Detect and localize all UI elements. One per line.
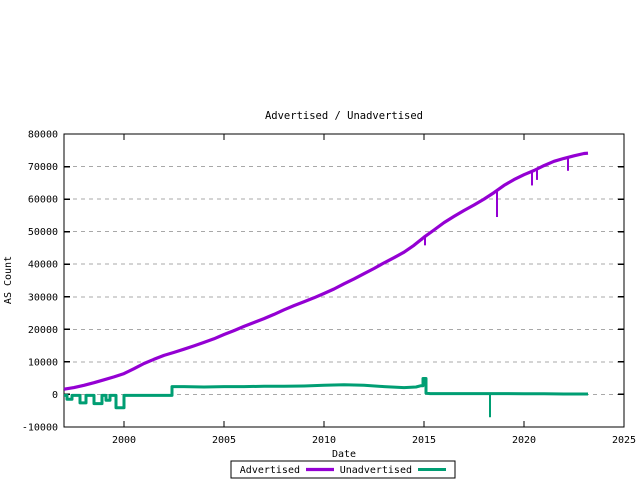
y-axis-label: AS Count bbox=[3, 256, 14, 304]
y-tick-label: 50000 bbox=[28, 227, 58, 238]
data-series-lines bbox=[63, 151, 589, 418]
y-tick-label: 80000 bbox=[28, 130, 58, 141]
x-axis-label: Date bbox=[332, 449, 356, 460]
y-tick-label: 20000 bbox=[28, 325, 58, 336]
y-tick-label: 60000 bbox=[28, 195, 58, 206]
x-tick-label: 2005 bbox=[212, 435, 236, 446]
y-tick-label: 10000 bbox=[28, 357, 58, 368]
chart-title: Advertised / Unadvertised bbox=[265, 110, 423, 122]
y-tick-label: 40000 bbox=[28, 260, 58, 271]
legend-label-unadvertised: Unadvertised bbox=[340, 465, 412, 476]
y-tick-label: 0 bbox=[52, 390, 58, 401]
x-tick-label: 2025 bbox=[612, 435, 636, 446]
y-tick-label: 30000 bbox=[28, 292, 58, 303]
x-tick-label: 2020 bbox=[512, 435, 536, 446]
series-advertised bbox=[63, 151, 589, 391]
tick-labels: 2000 2005 2010 2015 2020 2025 -10000 0 10000 2000… bbox=[22, 130, 636, 447]
legend-box bbox=[230, 460, 456, 479]
x-tick-label: 2000 bbox=[112, 435, 136, 446]
x-tick-label: 2010 bbox=[312, 435, 336, 446]
legend: Advertised Unadvertised bbox=[230, 460, 456, 479]
y-tick-label: 70000 bbox=[28, 162, 58, 173]
x-tick-label: 2015 bbox=[412, 435, 436, 446]
series-unadvertised bbox=[64, 377, 588, 418]
legend-label-advertised: Advertised bbox=[240, 465, 300, 476]
axes-border-and-ticks bbox=[63, 133, 625, 428]
y-tick-label: -10000 bbox=[22, 423, 58, 434]
